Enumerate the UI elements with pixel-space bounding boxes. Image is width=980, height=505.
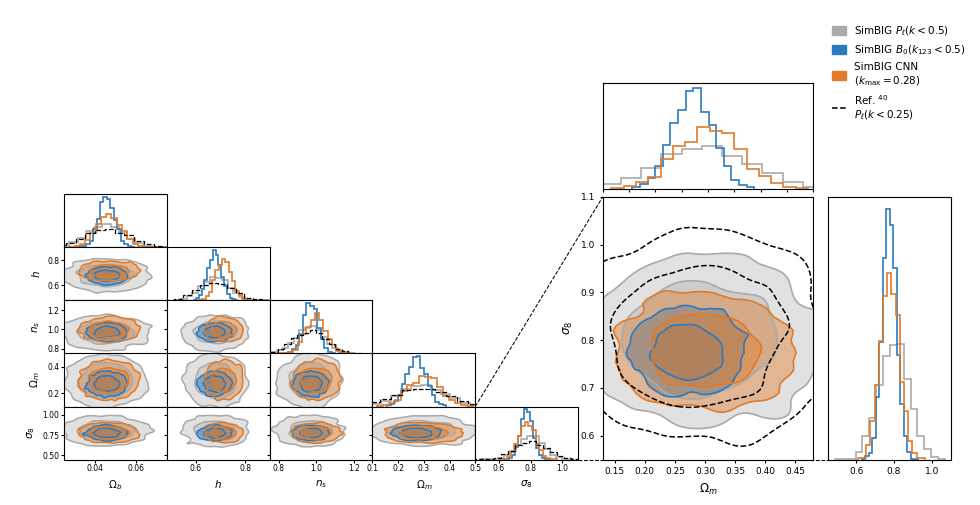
- X-axis label: $\Omega_m$: $\Omega_m$: [699, 482, 717, 497]
- X-axis label: $\Omega_m$: $\Omega_m$: [416, 478, 432, 492]
- X-axis label: $n_s$: $n_s$: [315, 478, 327, 490]
- X-axis label: $\sigma_8$: $\sigma_8$: [520, 478, 533, 490]
- X-axis label: $h$: $h$: [214, 478, 222, 490]
- Y-axis label: $\sigma_8$: $\sigma_8$: [25, 427, 37, 439]
- Y-axis label: $\Omega_m$: $\Omega_m$: [28, 372, 42, 388]
- Legend: SimBIG $P_\ell(k < 0.5)$, SimBIG $B_0(k_{123} < 0.5)$, SimBIG CNN
$(k_{\mathrm{m: SimBIG $P_\ell(k < 0.5)$, SimBIG $B_0(k_…: [828, 20, 970, 126]
- Y-axis label: $\sigma_8$: $\sigma_8$: [563, 321, 575, 335]
- Y-axis label: $h$: $h$: [29, 270, 42, 278]
- X-axis label: $\Omega_b$: $\Omega_b$: [108, 478, 122, 492]
- Y-axis label: $n_s$: $n_s$: [30, 321, 42, 333]
